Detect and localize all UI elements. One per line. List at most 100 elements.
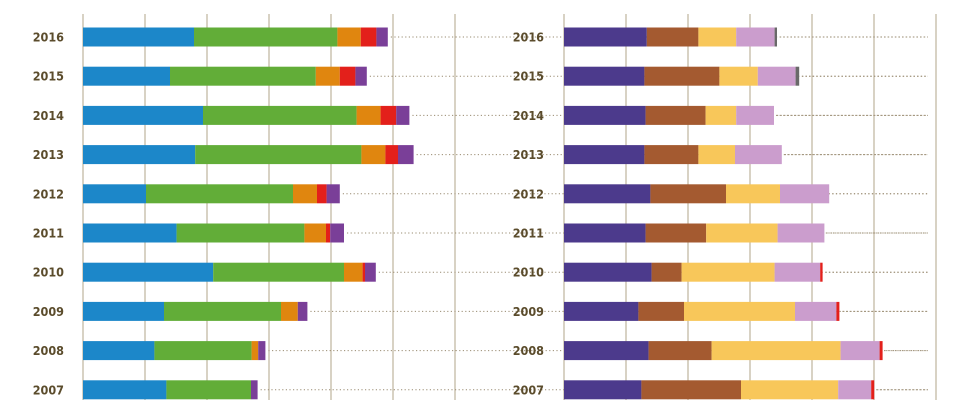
bar-segment (647, 28, 699, 47)
bar-segment (83, 263, 213, 282)
bar-segment (841, 341, 880, 360)
bar-segment (780, 184, 829, 203)
bar-segment (293, 184, 317, 203)
bar-segment (880, 341, 883, 360)
bar-segment (682, 263, 775, 282)
bar-segment (684, 302, 795, 321)
bar-segment (735, 145, 782, 164)
bar-segment (795, 302, 836, 321)
category-label: 2008 (513, 343, 544, 358)
category-label: 2012 (33, 186, 64, 201)
bar-segment (726, 184, 780, 203)
bar-segment (316, 67, 340, 86)
bar-segment (304, 224, 326, 243)
bar-segment (195, 145, 361, 164)
bar-segment (83, 28, 194, 47)
bar-segment (326, 224, 330, 243)
bar-segment (344, 263, 363, 282)
bar-segment (736, 106, 774, 125)
category-label: 2009 (33, 304, 64, 319)
bar-segment (146, 184, 293, 203)
bar-segment (83, 67, 170, 86)
category-label: 2016 (33, 30, 64, 45)
category-label: 2011 (513, 226, 544, 241)
category-label: 2011 (33, 226, 64, 241)
bar-segment (564, 28, 647, 47)
bar-segment (638, 302, 684, 321)
bar-segment (258, 341, 265, 360)
bar-segment (355, 67, 366, 86)
category-label: 2014 (513, 108, 544, 123)
bar-segment (646, 106, 706, 125)
bar-segment (170, 67, 316, 86)
bar-segment (736, 28, 774, 47)
category-label: 2014 (33, 108, 64, 123)
bar-segment (564, 302, 638, 321)
category-label: 2013 (33, 147, 64, 162)
bar-segment (650, 184, 726, 203)
bar-segment (365, 263, 376, 282)
bar-segment (796, 67, 800, 86)
bar-segment (698, 145, 735, 164)
bar-segment (564, 67, 644, 86)
bar-segment (564, 184, 650, 203)
bar-segment (820, 263, 822, 282)
bar-segment (775, 28, 777, 47)
bar-segment (564, 106, 646, 125)
bar-segment (838, 380, 871, 399)
category-label: 2008 (33, 343, 64, 358)
category-label: 2009 (513, 304, 544, 319)
bar-segment (758, 67, 796, 86)
bar-segment (327, 184, 340, 203)
chart-canvas: 2016 2015 2014 2013 2012 2011 2010 2009 2008 2007… (0, 0, 960, 400)
right-stacked-bar-chart: 2016 2015 2014 2013 2012 2011 2010 2009 2008 2007 (513, 14, 936, 400)
bar-segment (203, 106, 357, 125)
bar-segment (363, 263, 365, 282)
category-label: 2007 (33, 382, 64, 397)
bar-segment (177, 224, 305, 243)
category-label: 2013 (513, 147, 544, 162)
bar-segment (778, 224, 825, 243)
bar-segment (652, 263, 682, 282)
bar-segment (396, 106, 409, 125)
bar-segment (83, 184, 146, 203)
bar-segment (330, 224, 344, 243)
bar-segment (83, 106, 203, 125)
bar-segment (719, 67, 757, 86)
bar-segment (381, 106, 397, 125)
category-label: 2012 (513, 186, 544, 201)
bar-segment (871, 380, 874, 399)
bar-segment (564, 263, 652, 282)
bar-segment (398, 145, 414, 164)
bar-segment (564, 145, 644, 164)
bar-segment (644, 67, 719, 86)
bar-segment (164, 302, 281, 321)
bar-segment (564, 224, 646, 243)
bar-segment (357, 106, 381, 125)
category-label: 2015 (33, 69, 64, 84)
bar-segment (564, 341, 649, 360)
bar-segment (564, 380, 641, 399)
bar-segment (317, 184, 327, 203)
bar-segment (646, 224, 707, 243)
bar-segment (83, 302, 164, 321)
bar-segment (376, 28, 387, 47)
bar-segment (252, 341, 259, 360)
bar-segment (83, 224, 177, 243)
category-label: 2010 (513, 265, 544, 280)
bar-segment (251, 380, 258, 399)
bar-segment (166, 380, 251, 399)
bar-segment (385, 145, 398, 164)
bar-segment (644, 145, 698, 164)
bar-segment (361, 145, 385, 164)
category-label: 2015 (513, 69, 544, 84)
bar-segment (83, 341, 154, 360)
bar-segment (281, 302, 298, 321)
bar-segment (340, 67, 356, 86)
bar-segment (298, 302, 308, 321)
bar-segment (775, 263, 821, 282)
bar-segment (83, 380, 166, 399)
bar-segment (213, 263, 344, 282)
category-label: 2007 (513, 382, 544, 397)
bar-segment (741, 380, 838, 399)
